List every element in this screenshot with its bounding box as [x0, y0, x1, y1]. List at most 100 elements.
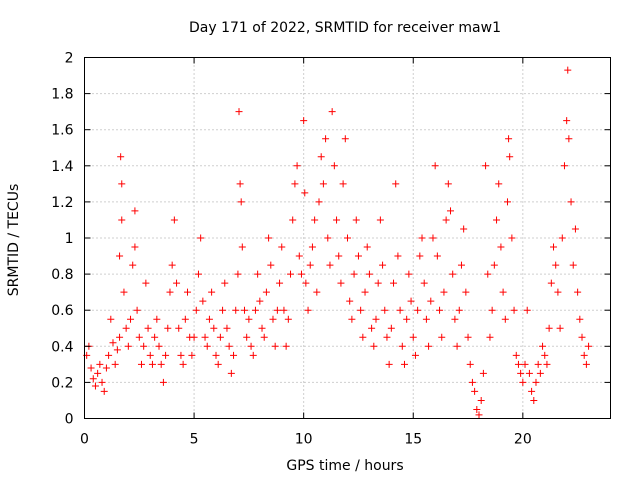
data-point	[129, 261, 137, 269]
data-point	[118, 216, 126, 224]
data-point	[137, 360, 145, 368]
y-tick-label: 2	[65, 51, 74, 67]
data-point	[89, 375, 97, 383]
data-point	[117, 153, 125, 161]
data-point	[508, 234, 516, 242]
data-point	[251, 306, 259, 314]
data-point	[260, 333, 268, 341]
data-point	[429, 234, 437, 242]
y-axis-label: SRMTID / TECUs	[6, 184, 22, 297]
data-point	[541, 351, 549, 359]
data-point	[525, 369, 533, 377]
data-point	[107, 315, 115, 323]
data-point	[372, 315, 380, 323]
data-point	[302, 279, 310, 287]
data-point	[192, 306, 200, 314]
data-point	[390, 279, 398, 287]
data-point	[363, 243, 371, 251]
data-point	[287, 270, 295, 278]
data-point	[324, 234, 332, 242]
data-point	[194, 270, 202, 278]
data-point	[142, 279, 150, 287]
y-tick-label: 1.8	[51, 87, 73, 103]
data-point	[554, 288, 562, 296]
data-point	[146, 351, 154, 359]
data-point	[571, 225, 579, 233]
data-point	[352, 216, 360, 224]
data-point	[442, 216, 450, 224]
data-point	[249, 351, 257, 359]
data-point	[543, 360, 551, 368]
data-point	[247, 342, 255, 350]
data-point	[155, 342, 163, 350]
data-point	[578, 333, 586, 341]
data-point	[245, 315, 253, 323]
data-point	[471, 387, 479, 395]
data-point	[499, 288, 507, 296]
data-point	[267, 261, 275, 269]
y-tick-label: 1	[65, 231, 74, 247]
data-point	[517, 369, 525, 377]
data-point	[394, 252, 402, 260]
x-tick-label: 10	[295, 432, 313, 448]
data-point	[306, 261, 314, 269]
data-point	[387, 324, 395, 332]
data-point	[359, 333, 367, 341]
data-point	[574, 288, 582, 296]
data-point	[451, 315, 459, 323]
data-point	[457, 261, 465, 269]
data-point	[444, 180, 452, 188]
x-axis-label: GPS time / hours	[286, 458, 403, 474]
data-point	[256, 297, 264, 305]
data-point	[348, 315, 356, 323]
data-point	[170, 216, 178, 224]
data-point	[232, 306, 240, 314]
data-point	[580, 351, 588, 359]
data-point	[98, 378, 106, 386]
data-point	[407, 297, 415, 305]
data-point	[122, 324, 130, 332]
data-point	[208, 288, 216, 296]
data-point	[534, 360, 542, 368]
data-point	[265, 234, 273, 242]
data-point	[100, 387, 108, 395]
data-point	[486, 333, 494, 341]
data-point	[473, 405, 481, 413]
data-point	[567, 198, 575, 206]
data-point	[422, 315, 430, 323]
data-point	[569, 261, 577, 269]
data-point	[523, 306, 531, 314]
data-point	[243, 333, 251, 341]
data-point	[282, 342, 290, 350]
data-point	[427, 297, 435, 305]
data-point	[297, 270, 305, 278]
data-point	[468, 378, 476, 386]
data-point	[127, 315, 135, 323]
data-point	[447, 207, 455, 215]
y-tick-label: 1.2	[51, 195, 73, 211]
data-point	[563, 117, 571, 125]
y-tick-label: 0.8	[51, 267, 73, 283]
data-point	[398, 342, 406, 350]
data-point	[234, 270, 242, 278]
data-point	[493, 216, 501, 224]
data-point	[379, 261, 387, 269]
data-point	[173, 279, 181, 287]
data-point	[409, 333, 417, 341]
data-point	[514, 360, 522, 368]
data-point	[225, 342, 233, 350]
data-point	[354, 252, 362, 260]
y-tick-label: 1.6	[51, 123, 73, 139]
data-point	[501, 315, 509, 323]
data-point	[420, 279, 428, 287]
data-point	[105, 351, 113, 359]
data-point	[151, 333, 159, 341]
data-point	[118, 180, 126, 188]
data-point	[376, 216, 384, 224]
data-point	[109, 339, 117, 347]
data-point	[153, 315, 161, 323]
data-point	[556, 324, 564, 332]
data-point	[414, 306, 422, 314]
data-point	[425, 342, 433, 350]
